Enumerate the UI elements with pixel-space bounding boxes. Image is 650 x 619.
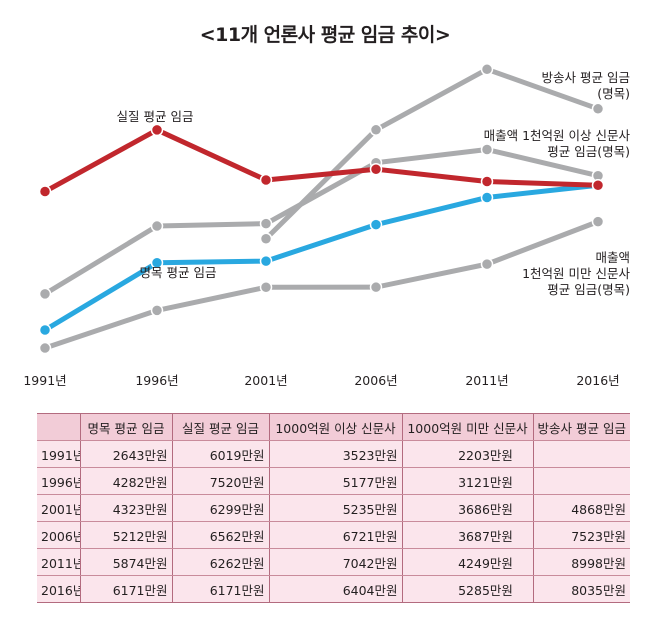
table-year-cell: 2001년 bbox=[37, 494, 81, 522]
table-value-cell: 6262만원 bbox=[172, 548, 270, 576]
table-value-cell: 6171만원 bbox=[172, 575, 270, 603]
series-label-0: 실질 평균 임금 bbox=[117, 109, 194, 124]
series-2-point-0 bbox=[38, 287, 52, 301]
table-row: 1996년 4282만원 7520만원 5177만원 3121만원 bbox=[37, 467, 630, 495]
series-2-point-4 bbox=[480, 143, 494, 156]
series-line-2 bbox=[42, 147, 601, 297]
table-value-cell: 8998만원 bbox=[533, 548, 630, 576]
series-0-point-1 bbox=[150, 123, 164, 137]
series-1-point-1 bbox=[150, 256, 164, 270]
table-value-cell: 3686만원 bbox=[402, 494, 534, 522]
series-4-point-1 bbox=[369, 123, 383, 137]
table-header-row: 명목 평균 임금 실질 평균 임금 1000억원 이상 신문사 1000억원 미만 신… bbox=[37, 413, 630, 441]
table-header-cell: 1000억원 이상 신문사 bbox=[269, 413, 403, 441]
table-value-cell: 6562만원 bbox=[172, 521, 270, 549]
series-line-4 bbox=[263, 66, 601, 242]
series-3-point-4 bbox=[480, 257, 494, 271]
table-row: 2011년 5874만원 6262만원 7042만원 4249만원 8998만원 bbox=[37, 548, 630, 576]
table-value-cell: 5177만원 bbox=[269, 467, 403, 495]
x-tick-label: 2016년 bbox=[576, 373, 619, 388]
table-header-cell: 1000억원 미만 신문사 bbox=[402, 413, 534, 441]
series-0-point-0 bbox=[38, 185, 52, 198]
series-1-point-3 bbox=[369, 218, 383, 231]
table-year-cell: 1996년 bbox=[37, 467, 81, 495]
series-label-3: 평균 임금(명목) bbox=[547, 282, 630, 297]
series-3-point-0 bbox=[38, 341, 52, 355]
table-row: 1991년 2643만원 6019만원 3523만원 2203만원 bbox=[37, 440, 630, 468]
table-value-cell: 8035만원 bbox=[533, 575, 630, 603]
table-value-cell bbox=[533, 467, 630, 495]
data-table: 명목 평균 임금 실질 평균 임금 1000억원 이상 신문사 1000억원 미만 신… bbox=[37, 413, 630, 603]
table-value-cell: 3523만원 bbox=[269, 440, 403, 468]
series-label-2: 매출액 1천억원 이상 신문사 bbox=[484, 128, 631, 143]
table-header-cell bbox=[37, 413, 81, 441]
table-value-cell: 3121만원 bbox=[402, 467, 534, 495]
series-0-point-4 bbox=[480, 175, 494, 188]
table-header-cell: 방송사 평균 임금 bbox=[533, 413, 630, 441]
table-value-cell: 4249만원 bbox=[402, 548, 534, 576]
series-line-3 bbox=[42, 219, 601, 351]
table-value-cell: 7042만원 bbox=[269, 548, 403, 576]
x-tick-label: 2011년 bbox=[465, 373, 508, 388]
table-value-cell: 6299만원 bbox=[172, 494, 270, 522]
table-value-cell: 6019만원 bbox=[172, 440, 270, 468]
table-value-cell: 5235만원 bbox=[269, 494, 403, 522]
table-value-cell: 6404만원 bbox=[269, 575, 403, 603]
series-3-point-5 bbox=[591, 215, 605, 228]
series-3-point-1 bbox=[150, 304, 164, 317]
table-value-cell: 4282만원 bbox=[80, 467, 173, 495]
series-4-point-0 bbox=[259, 232, 273, 245]
table-value-cell: 5212만원 bbox=[80, 521, 173, 549]
table-value-cell: 4868만원 bbox=[533, 494, 630, 522]
series-label-2: 평균 임금(명목) bbox=[547, 144, 630, 159]
table-value-cell: 7520만원 bbox=[172, 467, 270, 495]
series-2-point-2 bbox=[259, 217, 273, 230]
table-year-cell: 2006년 bbox=[37, 521, 81, 549]
series-1-point-2 bbox=[259, 254, 273, 268]
series-2-point-1 bbox=[150, 219, 164, 233]
table-value-cell: 5874만원 bbox=[80, 548, 173, 576]
series-label-4: 방송사 평균 임금 bbox=[542, 70, 630, 85]
table-value-cell: 5285만원 bbox=[402, 575, 534, 603]
table-value-cell: 2203만원 bbox=[402, 440, 534, 468]
table-row: 2006년 5212만원 6562만원 6721만원 3687만원 7523만원 bbox=[37, 521, 630, 549]
table-row: 2016년 6171만원 6171만원 6404만원 5285만원 8035만원 bbox=[37, 575, 630, 603]
series-4-point-2 bbox=[480, 63, 494, 76]
series-3-point-2 bbox=[259, 280, 273, 294]
series-label-3: 매출액 bbox=[595, 250, 630, 265]
chart-title: <11개 언론사 평균 임금 추이> bbox=[199, 24, 451, 46]
table-value-cell bbox=[533, 440, 630, 468]
table-value-cell: 6721만원 bbox=[269, 521, 403, 549]
x-tick-label: 2006년 bbox=[354, 373, 397, 388]
series-0-point-5 bbox=[591, 179, 605, 192]
table-year-cell: 2011년 bbox=[37, 548, 81, 576]
series-label-3: 1천억원 미만 신문사 bbox=[522, 266, 630, 281]
series-3-point-3 bbox=[369, 280, 383, 294]
series-label-4: (명목) bbox=[597, 86, 630, 101]
table-value-cell: 2643만원 bbox=[80, 440, 173, 468]
x-tick-label: 1991년 bbox=[23, 373, 66, 388]
table-value-cell: 3687만원 bbox=[402, 521, 534, 549]
x-tick-label: 2001년 bbox=[244, 373, 287, 388]
series-label-1: 명목 평균 임금 bbox=[140, 265, 217, 280]
series-0-point-3 bbox=[369, 162, 383, 176]
series-1-point-0 bbox=[38, 323, 52, 337]
table-value-cell: 6171만원 bbox=[80, 575, 173, 603]
table-header-cell: 실질 평균 임금 bbox=[172, 413, 270, 441]
series-4-point-3 bbox=[591, 102, 605, 116]
table-year-cell: 2016년 bbox=[37, 575, 81, 603]
series-line-0 bbox=[42, 127, 601, 195]
table-value-cell: 4323만원 bbox=[80, 494, 173, 522]
series-1-point-4 bbox=[480, 191, 494, 204]
line-chart: 1991년 1996년 2001년 2006년 2011년 2016년 실질 평균 임금명목… bbox=[23, 63, 631, 388]
x-tick-label: 1996년 bbox=[135, 373, 178, 388]
series-line-1 bbox=[42, 182, 601, 333]
table-row: 2001년 4323만원 6299만원 5235만원 3686만원 4868만원 bbox=[37, 494, 630, 522]
table-value-cell: 7523만원 bbox=[533, 521, 630, 549]
table-header-cell: 명목 평균 임금 bbox=[80, 413, 173, 441]
table-year-cell: 1991년 bbox=[37, 440, 81, 468]
series-0-point-2 bbox=[259, 173, 273, 187]
